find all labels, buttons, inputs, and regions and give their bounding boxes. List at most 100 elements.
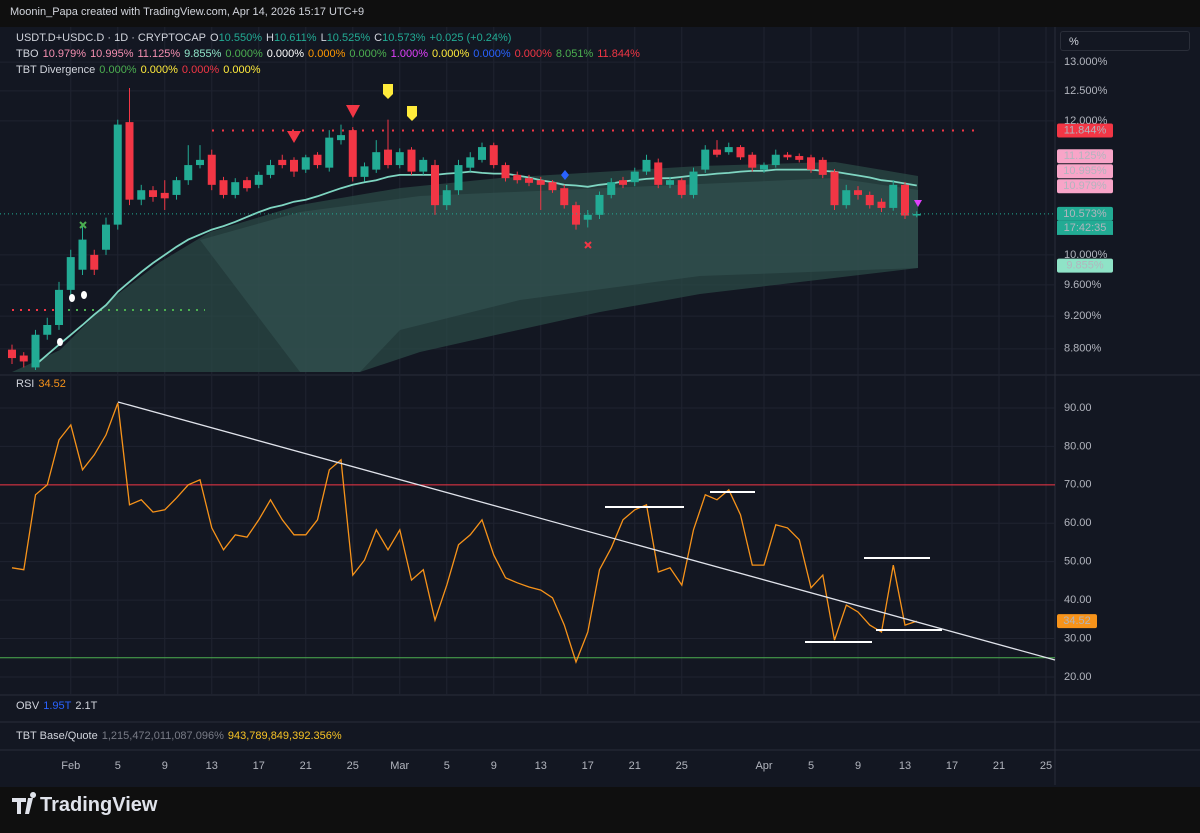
rsi-pane [0, 402, 1055, 664]
candle-body [149, 190, 157, 197]
x-tick-label: 21 [300, 760, 312, 772]
candle-body [184, 165, 193, 181]
price-badge [1057, 179, 1113, 194]
candle-body [795, 156, 804, 160]
indicator-value: 943,789,849,392.356% [227, 730, 342, 742]
signal-marker [346, 105, 360, 118]
candle-body [760, 165, 768, 170]
candle-body [8, 349, 16, 359]
y-tick-label: 30.00 [1064, 632, 1092, 644]
line [11, 402, 918, 664]
indicator-name: TBT Base/Quote [16, 730, 98, 742]
trend-line [117, 401, 1056, 661]
indicator-value: 0.000% [225, 48, 263, 60]
candle-body [254, 174, 263, 185]
indicator-value: 34.52 [38, 378, 66, 390]
legend-row: OBV 1.95T 2.1T [16, 699, 101, 713]
candle-body [372, 152, 381, 170]
x-tick-label: Feb [61, 760, 80, 772]
x-tick-label: 25 [1040, 760, 1052, 772]
indicator-name: OBV [16, 700, 40, 712]
candle-body [266, 165, 275, 175]
x-tick-label: 21 [629, 760, 641, 772]
x-tick-label: 25 [347, 760, 359, 772]
price-badge-label: 11.844% [1064, 124, 1107, 136]
price-badge [1057, 123, 1113, 138]
candle-body [313, 154, 322, 166]
indicator-value: 0.000% [181, 64, 220, 76]
candle-body [113, 124, 122, 225]
y-tick-label: 12.500% [1064, 85, 1108, 97]
x-tick-label: 13 [206, 760, 218, 772]
price-pane [0, 87, 1055, 370]
indicator-name: TBO [16, 48, 39, 60]
indicator-value: 0.000% [431, 48, 470, 60]
ohlc-key: O [210, 32, 219, 44]
candle-body [78, 239, 87, 270]
candle-body [431, 165, 439, 206]
candle-body [689, 171, 698, 195]
candle-body [771, 154, 780, 166]
candle-body [865, 194, 874, 206]
symbol: USDT.D+USDC.D · 1D · CRYPTOCAP [16, 32, 206, 44]
x-tick-label: 9 [855, 760, 861, 772]
y-tick-label: 9.600% [1064, 279, 1102, 291]
unit-button[interactable]: % [1060, 31, 1190, 51]
y-tick-label: 70.00 [1064, 479, 1092, 491]
candle-body [395, 152, 404, 166]
candle-body [736, 147, 745, 158]
legend-row: TBT Base/Quote 1,215,472,011,087.096% 943,… [16, 729, 346, 743]
candle-body [137, 190, 146, 200]
candle-body [630, 171, 639, 183]
signal-marker [79, 221, 87, 229]
candle-body [172, 180, 181, 195]
price-badges: 9.855% 10.573% 17:42:35 10.979% 10.995% 11.12… [1057, 123, 1113, 629]
indicator-value: 0.000% [473, 48, 511, 60]
legend-row: USDT.D+USDC.D · 1D · CRYPTOCAP O10.550% H1… [16, 31, 515, 45]
x-tick-label: 17 [253, 760, 265, 772]
cloud [12, 162, 918, 372]
indicator-value: 10.979% [42, 48, 87, 60]
price-badge-label: 11.125% [1064, 150, 1107, 162]
candle-body [290, 159, 298, 172]
signal-marker [584, 241, 592, 249]
indicator-value: 11.844% [597, 48, 640, 60]
indicator-value: 9.855% [184, 48, 222, 60]
y-tick-label: 90.00 [1064, 402, 1092, 414]
signal-marker [383, 84, 393, 99]
candle-body [901, 184, 909, 216]
price-badge [1057, 206, 1113, 221]
candle-body [501, 165, 510, 179]
candle-body [348, 130, 357, 177]
candle-body [231, 182, 240, 195]
signal-marker [914, 200, 922, 207]
candle-body [842, 190, 851, 206]
y-tick-label: 8.800% [1064, 343, 1102, 355]
candle-body [478, 147, 486, 160]
countdown-badge [1057, 220, 1113, 235]
x-tick-label: 13 [899, 760, 911, 772]
candle-body [607, 182, 616, 195]
candle-body [513, 174, 522, 181]
candle-body [66, 257, 75, 290]
candle-body [642, 159, 651, 172]
signal-marker [407, 106, 417, 121]
candle-body [337, 135, 345, 141]
indicator-name: TBT Divergence [16, 64, 96, 76]
x-tick-label: Mar [390, 760, 409, 772]
indicator-value: 1.95T [43, 700, 72, 712]
signal-marker [81, 291, 87, 299]
indicator-value: 1,215,472,011,087.096% [101, 730, 224, 742]
candle-body [818, 159, 827, 175]
candle-body [525, 178, 533, 183]
ohlc-value: 10.550% [218, 32, 262, 44]
ohlc-value: 10.573% [382, 32, 426, 44]
y-tick-label: 10.000% [1064, 249, 1108, 261]
logo-icon [12, 792, 37, 814]
candle-body [19, 355, 28, 362]
x-tick-label: 13 [535, 760, 547, 772]
line [34, 168, 917, 366]
indicator-name: RSI [16, 378, 35, 390]
chart-background [0, 27, 1200, 787]
